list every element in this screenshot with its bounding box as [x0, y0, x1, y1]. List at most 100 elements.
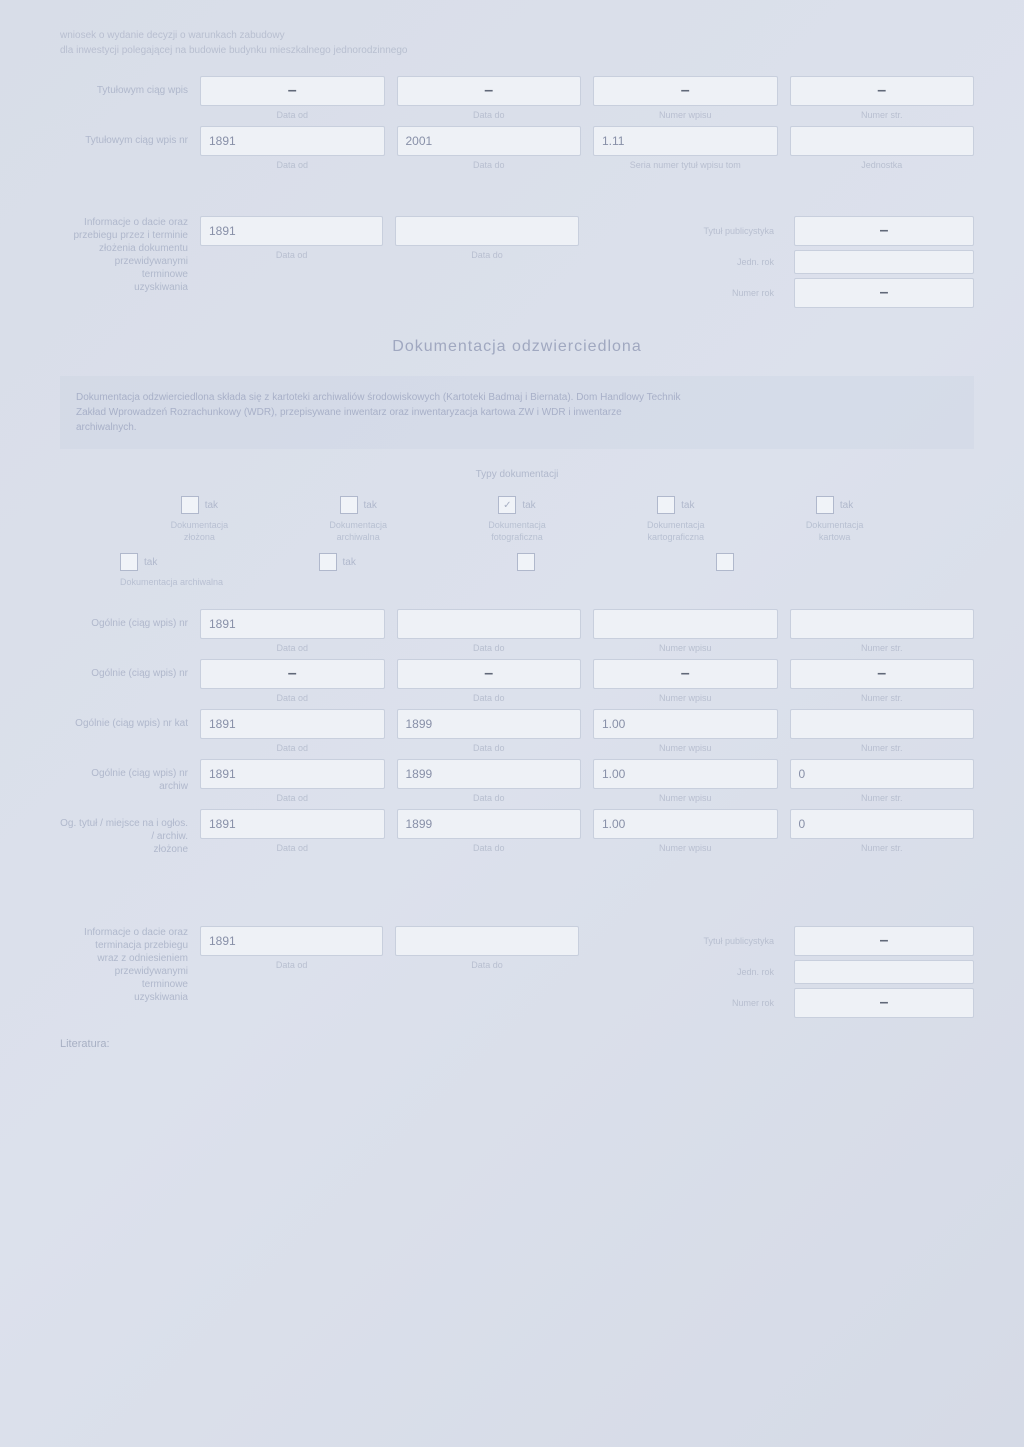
cb2-2[interactable] — [517, 553, 535, 571]
section-1: Tytułowym ciąg wpis – Data od – Data do … — [60, 76, 974, 308]
section2-row-0-val-3[interactable] — [790, 609, 975, 639]
row2-val-2[interactable]: 1.11 — [593, 126, 778, 156]
section2-row-2-sub-1: Data do — [397, 743, 582, 753]
section2-row-4-sub-1: Data do — [397, 843, 582, 853]
section2-row-3-label: Ogólnie (ciąg wpis) nr archiw — [60, 759, 200, 793]
section2-row-4-val-0[interactable]: 1891 — [200, 809, 385, 839]
section2-row-2-val-0[interactable]: 1891 — [200, 709, 385, 739]
sec3-sv3[interactable]: – — [794, 988, 974, 1018]
section2-row-0-sub-2: Numer wpisu — [593, 643, 778, 653]
sec3-sv2[interactable] — [794, 960, 974, 984]
section2-row-0-val-2[interactable] — [593, 609, 778, 639]
section2-row-2-label: Ogólnie (ciąg wpis) nr kat — [60, 709, 200, 730]
cb-4-label: tak — [840, 500, 853, 511]
section2-row-3-val-0[interactable]: 1891 — [200, 759, 385, 789]
cb2-3[interactable] — [716, 553, 734, 571]
row3-sidelabel2: Jedn. rok — [737, 257, 774, 267]
row2-sub-1: Data do — [397, 160, 582, 170]
row2-sub-0: Data od — [200, 160, 385, 170]
sec3-s1: Data od — [200, 960, 383, 970]
row3-label: Informacje o dacie oraz przebiegu przez … — [60, 216, 200, 294]
section2-row-0-sub-0: Data od — [200, 643, 385, 653]
sec3-sidelabel2: Jedn. rok — [737, 967, 774, 977]
section2-row-1-sub-2: Numer wpisu — [593, 693, 778, 703]
cb-0-desc: Dokumentacja złożona — [171, 520, 229, 543]
cb-4[interactable] — [816, 496, 834, 514]
row3-f1[interactable]: 1891 — [200, 216, 383, 246]
sec3-label: Informacje o dacie oraz terminacja przeb… — [60, 926, 200, 1004]
cb-1[interactable] — [340, 496, 358, 514]
section2-row-3: Ogólnie (ciąg wpis) nr archiw1891Data od… — [60, 759, 974, 803]
row2-val-1[interactable]: 2001 — [397, 126, 582, 156]
section2-row-4-val-2[interactable]: 1.00 — [593, 809, 778, 839]
document-page: wniosek o wydanie decyzji o warunkach za… — [0, 0, 1024, 1080]
cb-1-desc: Dokumentacja archiwalna — [329, 520, 387, 543]
section2-row-4-val-3[interactable]: 0 — [790, 809, 975, 839]
cb-3-label: tak — [681, 500, 694, 511]
row3-sv1[interactable]: – — [794, 216, 974, 246]
section2-row-3-val-1[interactable]: 1899 — [397, 759, 582, 789]
cb2-1-label: tak — [343, 557, 356, 568]
row3-sidelabel1: Tytuł publicystyka — [703, 226, 774, 236]
section2-row-0: Ogólnie (ciąg wpis) nr1891Data odData do… — [60, 609, 974, 653]
section2-row-1-sub-0: Data od — [200, 693, 385, 703]
sec3-sv1[interactable]: – — [794, 926, 974, 956]
row1-val-1[interactable]: – — [397, 76, 582, 106]
row1-val-2[interactable]: – — [593, 76, 778, 106]
section2-row-3-val-3[interactable]: 0 — [790, 759, 975, 789]
row3-s1: Data od — [200, 250, 383, 260]
row1-sub-3: Numer str. — [790, 110, 975, 120]
section2-row-0-val-1[interactable] — [397, 609, 582, 639]
row3-s2: Data do — [395, 250, 578, 260]
section2-row-2-sub-2: Numer wpisu — [593, 743, 778, 753]
section2-row-2-sub-0: Data od — [200, 743, 385, 753]
section2-row-0-sub-3: Numer str. — [790, 643, 975, 653]
row3-sv3[interactable]: – — [794, 278, 974, 308]
sec3-f2[interactable] — [395, 926, 578, 956]
section2-row-1: Ogólnie (ciąg wpis) nr–Data od–Data do–N… — [60, 659, 974, 703]
section2-row-1-val-2[interactable]: – — [593, 659, 778, 689]
section2-row-1-sub-1: Data do — [397, 693, 582, 703]
cb2-0-label: tak — [144, 557, 157, 568]
row1-val-3[interactable]: – — [790, 76, 975, 106]
section2-row-1-val-1[interactable]: – — [397, 659, 582, 689]
section2-row-2-val-3[interactable] — [790, 709, 975, 739]
section2-row-2-val-2[interactable]: 1.00 — [593, 709, 778, 739]
cb-2[interactable]: ✓ — [498, 496, 516, 514]
row2-val-3[interactable] — [790, 126, 975, 156]
sec3-f1[interactable]: 1891 — [200, 926, 383, 956]
section2-row-1-val-0[interactable]: – — [200, 659, 385, 689]
row3-sv2[interactable] — [794, 250, 974, 274]
section2-row-2-val-1[interactable]: 1899 — [397, 709, 582, 739]
row2-label: Tytułowym ciąg wpis nr — [60, 126, 200, 147]
section1-row3: Informacje o dacie oraz przebiegu przez … — [60, 216, 974, 308]
section2-row-1-val-3[interactable]: – — [790, 659, 975, 689]
cb-3[interactable] — [657, 496, 675, 514]
section2-row-2-sub-3: Numer str. — [790, 743, 975, 753]
row1-sub-1: Data do — [397, 110, 582, 120]
row1-val-0[interactable]: – — [200, 76, 385, 106]
section2-row-4-label: Og. tytuł / miejsce na i ogłos. / archiw… — [60, 809, 200, 856]
section1-row2: Tytułowym ciąg wpis nr 1891 Data od 2001… — [60, 126, 974, 170]
cb2-0[interactable] — [120, 553, 138, 571]
section2-row-0-sub-1: Data do — [397, 643, 582, 653]
section3-row: Informacje o dacie oraz terminacja przeb… — [60, 926, 974, 1018]
footer-label: Literatura: — [60, 1038, 974, 1050]
section2-row-3-sub-3: Numer str. — [790, 793, 975, 803]
header-line-2: dla inwestycji polegającej na budowie bu… — [60, 45, 974, 56]
row2-val-0[interactable]: 1891 — [200, 126, 385, 156]
row1-label: Tytułowym ciąg wpis — [60, 76, 200, 97]
row1-sub-2: Numer wpisu — [593, 110, 778, 120]
row3-f2[interactable] — [395, 216, 578, 246]
cb2-1[interactable] — [319, 553, 337, 571]
section2-row-4-val-1[interactable]: 1899 — [397, 809, 582, 839]
checkbox-row-2: tak Dokumentacja archiwalna tak — [60, 553, 974, 589]
row2-sub-2: Seria numer tytuł wpisu tom — [593, 160, 778, 170]
cb-2-label: tak — [522, 500, 535, 511]
section2-row-2: Ogólnie (ciąg wpis) nr kat1891 Data od 189… — [60, 709, 974, 753]
cb-0[interactable] — [181, 496, 199, 514]
section2-row-0-val-0[interactable]: 1891 — [200, 609, 385, 639]
section2-row-3-val-2[interactable]: 1.00 — [593, 759, 778, 789]
sec3-sidelabel3: Numer rok — [732, 998, 774, 1008]
row1-sub-0: Data od — [200, 110, 385, 120]
